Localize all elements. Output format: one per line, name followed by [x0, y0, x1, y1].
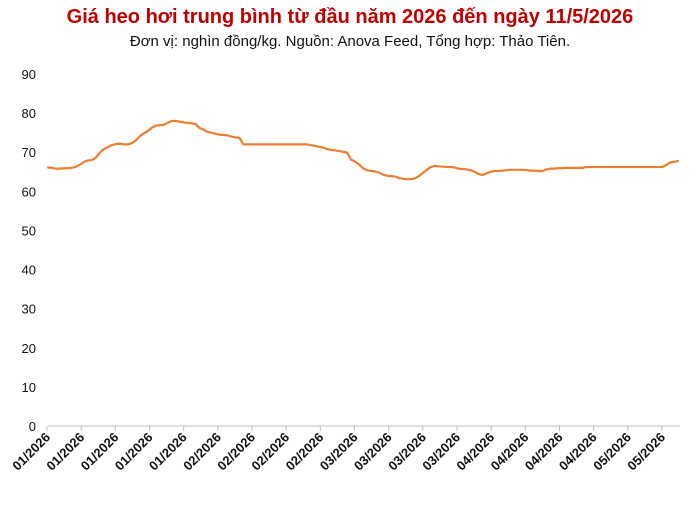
y-tick-label: 10	[22, 380, 36, 395]
y-tick-label: 0	[29, 419, 36, 434]
y-tick-label: 40	[22, 263, 36, 278]
y-tick-label: 20	[22, 341, 36, 356]
x-tick-label: 05/2026	[624, 430, 668, 474]
y-tick-label: 50	[22, 223, 36, 238]
chart-subtitle: Đơn vị: nghìn đồng/kg. Nguồn: Anova Feed…	[129, 33, 571, 50]
y-tick-label: 90	[22, 67, 36, 82]
y-tick-label: 70	[22, 145, 36, 160]
y-tick-label: 30	[22, 302, 36, 317]
series-line	[46, 119, 680, 181]
chart-title: Giá heo hơi trung bình từ đầu năm 2026 đ…	[66, 6, 634, 28]
y-tick-label: 60	[22, 184, 36, 199]
y-tick-label: 80	[22, 106, 36, 121]
